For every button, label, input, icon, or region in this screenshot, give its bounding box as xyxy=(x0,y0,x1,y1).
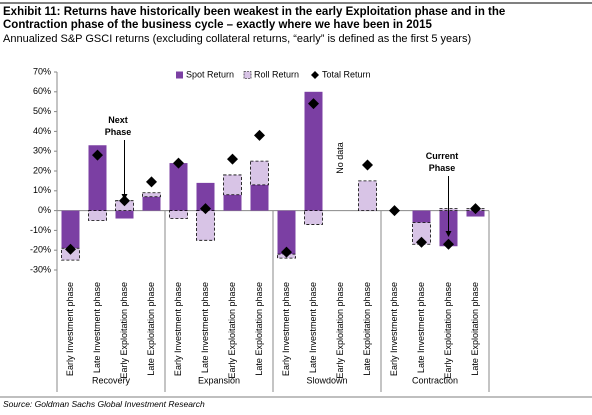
roll-bar xyxy=(169,210,188,219)
legend-swatch xyxy=(176,71,183,79)
y-tick-label: 40% xyxy=(33,126,51,136)
x-tick-label: Late Investment phase xyxy=(308,282,318,373)
roll-bar xyxy=(250,160,269,186)
legend-label: Spot Return xyxy=(186,69,234,79)
total-marker xyxy=(146,176,157,188)
roll-bar xyxy=(223,174,242,196)
x-tick-label: Early Exploitation phase xyxy=(227,282,237,379)
total-marker xyxy=(389,205,400,217)
chart-subtitle: Annualized S&P GSCI returns (excluding c… xyxy=(3,33,472,45)
group-label: Contraction xyxy=(412,375,458,385)
y-tick-label: 0% xyxy=(38,205,51,215)
x-tick-label: Late Exploitation phase xyxy=(362,282,372,376)
y-tick-label: 60% xyxy=(33,86,51,96)
total-marker xyxy=(443,238,454,250)
y-tick-label: 20% xyxy=(33,165,51,175)
group-label: Expansion xyxy=(198,375,240,385)
legend-label: Roll Return xyxy=(254,69,299,79)
annotation: No data xyxy=(335,142,345,174)
x-tick-label: Early Investment phase xyxy=(173,282,183,376)
total-marker xyxy=(281,246,292,258)
total-marker xyxy=(173,157,184,169)
roll-bar xyxy=(142,192,161,198)
total-marker xyxy=(65,243,76,255)
annotation: Current Phase xyxy=(425,151,459,173)
y-tick-label: 70% xyxy=(33,66,51,76)
x-tick-label: Early Investment phase xyxy=(389,282,399,376)
total-marker xyxy=(416,236,427,248)
total-marker xyxy=(362,159,373,171)
y-tick-label: 30% xyxy=(33,146,51,156)
total-marker xyxy=(92,149,103,161)
x-tick-label: Early Exploitation phase xyxy=(335,282,345,379)
y-tick-label: -10% xyxy=(30,225,51,235)
annotation: Next Phase xyxy=(104,115,132,137)
roll-bar xyxy=(304,210,323,225)
annotation-arrowhead xyxy=(121,194,128,200)
spot-bar xyxy=(412,210,431,223)
legend-swatch xyxy=(311,71,319,79)
total-marker xyxy=(119,195,130,207)
total-marker xyxy=(308,98,319,110)
roll-bar xyxy=(412,222,431,245)
spot-bar xyxy=(196,182,215,211)
annotation-arrowhead xyxy=(445,231,452,237)
roll-bar xyxy=(196,210,215,241)
legend-swatch xyxy=(243,71,252,79)
total-marker xyxy=(254,129,265,141)
total-marker xyxy=(470,203,481,215)
spot-bar xyxy=(250,184,269,211)
source: Source: Goldman Sachs Global Investment … xyxy=(3,399,205,409)
spot-bar xyxy=(61,210,80,249)
group-label: Slowdown xyxy=(306,375,347,385)
y-tick-label: 50% xyxy=(33,106,51,116)
spot-bar xyxy=(304,91,323,211)
y-tick-label: -30% xyxy=(30,264,51,274)
group-label: Recovery xyxy=(92,375,131,385)
chart-title: Exhibit 11: Returns have historically be… xyxy=(3,6,506,31)
x-tick-label: Early Exploitation phase xyxy=(119,282,129,379)
spot-bar xyxy=(277,210,296,255)
y-tick-label: -20% xyxy=(30,245,51,255)
x-tick-label: Late Investment phase xyxy=(200,282,210,373)
legend-label: Total Return xyxy=(322,69,371,79)
x-tick-label: Early Exploitation phase xyxy=(443,282,453,379)
spot-bar xyxy=(223,194,242,211)
x-tick-label: Late Exploitation phase xyxy=(470,282,480,376)
spot-bar xyxy=(169,163,188,211)
x-tick-label: Late Exploitation phase xyxy=(146,282,156,376)
roll-bar xyxy=(358,180,377,211)
spot-bar xyxy=(88,145,107,211)
total-marker xyxy=(227,153,238,165)
roll-bar xyxy=(88,210,107,221)
x-tick-label: Late Investment phase xyxy=(416,282,426,373)
x-tick-label: Early Investment phase xyxy=(65,282,75,376)
x-tick-label: Early Investment phase xyxy=(281,282,291,376)
spot-bar xyxy=(115,210,134,219)
total-marker xyxy=(200,203,211,215)
x-tick-label: Late Investment phase xyxy=(92,282,102,373)
y-tick-label: 10% xyxy=(33,185,51,195)
spot-bar xyxy=(142,196,161,211)
x-tick-label: Late Exploitation phase xyxy=(254,282,264,376)
